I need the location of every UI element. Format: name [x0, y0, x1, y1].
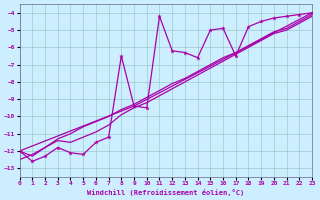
X-axis label: Windchill (Refroidissement éolien,°C): Windchill (Refroidissement éolien,°C) [87, 189, 244, 196]
